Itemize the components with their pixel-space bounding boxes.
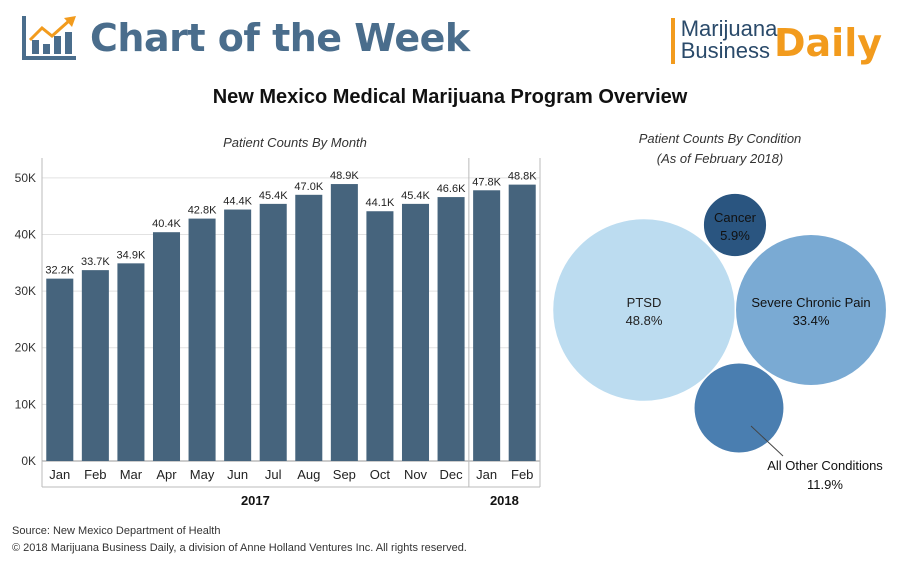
y-tick-label: 30K — [15, 284, 36, 298]
bar — [473, 190, 501, 462]
x-tick-label: Dec — [440, 467, 464, 482]
bubble-value-label: 33.4% — [793, 313, 830, 328]
x-tick-label: Feb — [84, 467, 106, 482]
bubble-chart-subtitle: (As of February 2018) — [656, 151, 784, 166]
x-tick-label: Jul — [265, 467, 282, 482]
bar-value-label: 47.8K — [472, 176, 501, 188]
bar-value-label: 33.7K — [81, 256, 110, 268]
leader-line — [750, 425, 784, 457]
x-tick-label: Nov — [404, 467, 428, 482]
x-tick-label: Feb — [511, 467, 533, 482]
bar — [224, 209, 252, 461]
bar-value-label: 45.4K — [259, 190, 288, 202]
bar-chart-arrow-icon — [22, 16, 76, 60]
bubble-value-label: 11.9% — [807, 477, 843, 492]
bar-value-label: 42.8K — [188, 205, 217, 217]
header-title: Chart of the Week — [90, 16, 470, 60]
bubble-label: Cancer — [714, 210, 757, 225]
bar-chart: 0K 10K 20K 30K 40K 50K 32.2K Jan 33.7K Feb 34.9K Ma… — [15, 158, 541, 508]
x-tick-label: Jan — [476, 467, 497, 482]
bubble-chart-title: Patient Counts By Condition — [638, 131, 802, 146]
bubble-label: Severe Chronic Pain — [751, 295, 870, 310]
bubble-value-label: 48.8% — [626, 313, 663, 328]
bubble-value-label: 5.9% — [720, 228, 750, 243]
bar-value-label: 44.1K — [366, 197, 395, 209]
x-tick-label: Sep — [333, 467, 356, 482]
brand-line2: Business — [680, 38, 770, 63]
bubble — [702, 192, 768, 258]
x-tick-label: May — [190, 467, 215, 482]
bar-value-label: 48.8K — [508, 171, 537, 183]
bar — [401, 203, 430, 462]
bar — [152, 232, 181, 461]
x-tick-label: Apr — [156, 467, 177, 482]
bar-value-label: 47.0K — [294, 181, 323, 193]
bar — [81, 270, 109, 461]
bar-value-label: 34.9K — [117, 249, 146, 261]
y-tick-label: 20K — [15, 341, 36, 355]
bar — [188, 218, 216, 461]
y-tick-label: 10K — [15, 397, 36, 411]
bar-chart-title: Patient Counts By Month — [223, 135, 367, 150]
bar-value-label: 46.6K — [437, 183, 466, 195]
bar — [259, 203, 287, 462]
bubble-label: All Other Conditions — [767, 458, 883, 473]
group-label: 2018 — [490, 493, 519, 508]
x-tick-label: Aug — [297, 467, 320, 482]
y-tick-label: 50K — [15, 171, 36, 185]
bubble — [693, 362, 785, 454]
y-tick-label: 40K — [15, 227, 36, 241]
x-tick-label: Mar — [120, 467, 143, 482]
group-label: 2017 — [241, 493, 270, 508]
bar-value-label: 40.4K — [152, 218, 181, 230]
bar — [46, 278, 74, 461]
bar-value-label: 32.2K — [45, 265, 74, 277]
bar — [330, 184, 358, 461]
brand-daily: Daily — [773, 21, 882, 65]
x-tick-label: Oct — [370, 467, 391, 482]
bubble-label: PTSD — [627, 295, 662, 310]
brand-logo: Marijuana Business Daily — [670, 16, 882, 65]
bar — [295, 194, 323, 461]
brand-line1: Marijuana — [680, 16, 778, 41]
bubble — [734, 233, 888, 387]
x-tick-label: Jan — [49, 467, 70, 482]
bar-value-label: 45.4K — [401, 190, 430, 202]
bar-value-label: 48.9K — [330, 170, 359, 182]
x-tick-label: Jun — [227, 467, 248, 482]
bar-value-label: 44.4K — [223, 196, 252, 208]
bar — [508, 184, 536, 461]
bubble-chart: PTSD 48.8% Severe Chronic Pain 33.4% Cancer 5… — [551, 192, 888, 492]
footer-copyright: © 2018 Marijuana Business Daily, a divis… — [12, 542, 467, 554]
bar — [437, 197, 465, 462]
footer-source: Source: New Mexico Department of Health — [12, 525, 221, 537]
main-title: New Mexico Medical Marijuana Program Ove… — [212, 86, 688, 108]
bar — [117, 263, 145, 461]
brand-accent-bar — [670, 18, 675, 64]
y-tick-label: 0K — [21, 454, 36, 468]
bar — [366, 211, 394, 461]
